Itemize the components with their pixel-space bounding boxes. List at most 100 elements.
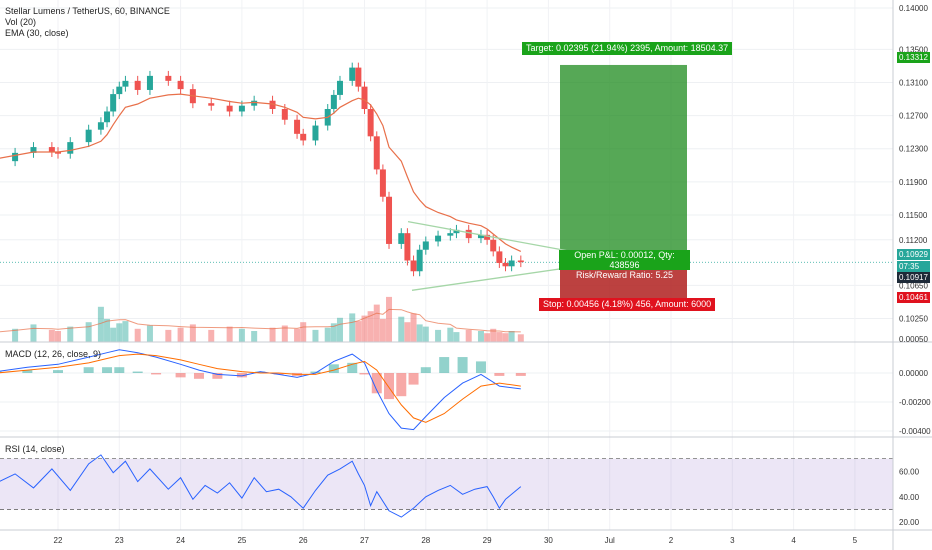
candle-body: [496, 251, 503, 263]
volume-bar: [355, 321, 362, 342]
price-tick-label: 0.11200: [899, 236, 928, 245]
volume-bar: [367, 311, 374, 342]
volume-bar: [330, 323, 337, 342]
volume-bar: [465, 329, 472, 342]
volume-bar: [484, 333, 491, 342]
candle-body: [404, 233, 411, 261]
ema-legend[interactable]: EMA (30, close): [5, 28, 69, 38]
candle-body: [55, 152, 61, 154]
candle-body: [294, 119, 301, 134]
candle-body: [226, 105, 233, 112]
volume-bar: [226, 326, 233, 342]
volume-legend[interactable]: Vol (20): [5, 17, 37, 27]
macd-histogram-bar: [371, 373, 382, 394]
time-tick-label: 26: [299, 536, 308, 545]
time-tick-label: Jul: [605, 536, 615, 545]
time-tick-label: 24: [176, 536, 185, 545]
open-pl-label[interactable]: Open P&L: 0.00012, Qty: 438596 Risk/Rewa…: [559, 250, 690, 280]
volume-bar: [336, 317, 343, 342]
volume-bar: [398, 316, 405, 342]
candle-body: [110, 94, 117, 112]
candle-body: [330, 94, 337, 109]
candle-body: [208, 103, 215, 106]
stop-label[interactable]: Stop: 0.00456 (4.18%) 456, Amount: 6000: [539, 298, 716, 311]
symbol-legend[interactable]: Stellar Lumens / TetherUS, 60, BINANCE: [5, 6, 170, 16]
macd-histogram-bar: [439, 357, 450, 373]
candle-body: [12, 152, 19, 162]
candle-body: [373, 136, 380, 170]
candle-body: [85, 129, 92, 143]
open-pl-text: Open P&L: 0.00012, Qty: 438596: [574, 250, 675, 270]
volume-bar: [238, 328, 245, 342]
candle-body: [300, 133, 307, 141]
volume-bar: [373, 304, 380, 342]
entry-price-tag: 0.10917: [897, 272, 930, 283]
macd-histogram-bar: [347, 362, 358, 373]
volume-bar: [386, 296, 393, 342]
volume-bar: [269, 327, 276, 342]
volume-bars: [0, 296, 524, 342]
candle-body: [269, 100, 276, 109]
macd-histogram-bar: [151, 373, 162, 375]
time-tick-label: 3: [730, 536, 735, 545]
candle-body: [477, 234, 484, 239]
candle-body: [379, 169, 386, 197]
volume-bar: [85, 322, 92, 342]
macd-histogram-bar: [396, 373, 407, 397]
volume-bar: [447, 327, 454, 342]
candle-body: [355, 67, 362, 87]
macd-tick-label: -0.00200: [899, 398, 931, 407]
candle-body: [367, 108, 374, 137]
rsi-pane: [0, 454, 893, 518]
volume-bar: [324, 327, 331, 342]
candle-body: [517, 260, 524, 263]
candle-body: [435, 235, 442, 242]
candle-body: [484, 234, 491, 240]
candle-body: [422, 241, 429, 250]
volume-bar: [361, 315, 368, 342]
macd-histogram-bar: [494, 373, 505, 376]
rsi-tick-label: 40.00: [899, 493, 920, 502]
macd-histogram-bar: [420, 367, 431, 373]
price-tick-label: 0.11900: [899, 178, 928, 187]
position-zones: [0, 64, 893, 301]
volume-bar: [517, 334, 524, 342]
volume-bar: [55, 331, 61, 342]
volume-bar: [122, 321, 129, 342]
candle-body: [349, 67, 356, 81]
volume-bar: [453, 332, 460, 342]
volume-bar: [251, 331, 258, 342]
volume-bar: [404, 322, 411, 342]
macd-legend[interactable]: MACD (12, 26, close, 9): [5, 349, 102, 359]
time-tick-label: 4: [791, 536, 796, 545]
candle-body: [336, 80, 343, 95]
macd-histogram-bar: [384, 373, 395, 400]
macd-histogram-bar: [22, 370, 33, 373]
macd-histogram-bar: [114, 367, 125, 373]
volume-bar: [177, 327, 184, 342]
rsi-tick-label: 60.00: [899, 467, 920, 476]
candle-body: [122, 80, 129, 87]
candle-body: [361, 86, 368, 109]
volume-bar: [165, 329, 172, 342]
macd-histogram-bar: [255, 371, 266, 373]
macd-histogram-bar: [132, 371, 143, 373]
price-tick-label: 0.12300: [899, 145, 928, 154]
candle-body: [134, 80, 141, 90]
macd-tick-label: 0.00000: [899, 369, 928, 378]
macd-histogram-bar: [408, 373, 419, 385]
price-tick-label: 0.14000: [899, 4, 928, 13]
candle-body: [30, 147, 37, 153]
candle-body: [67, 142, 74, 154]
time-tick-label: 28: [421, 536, 430, 545]
volume-bar: [508, 331, 515, 342]
volume-bar: [477, 331, 484, 342]
target-label[interactable]: Target: 0.02395 (21.94%) 2395, Amount: 1…: [522, 42, 733, 55]
rsi-legend[interactable]: RSI (14, close): [5, 444, 65, 454]
macd-histogram-bar: [102, 367, 113, 373]
price-series: [0, 62, 608, 291]
macd-histogram-bar: [83, 367, 94, 373]
volume-bar: [435, 329, 442, 342]
